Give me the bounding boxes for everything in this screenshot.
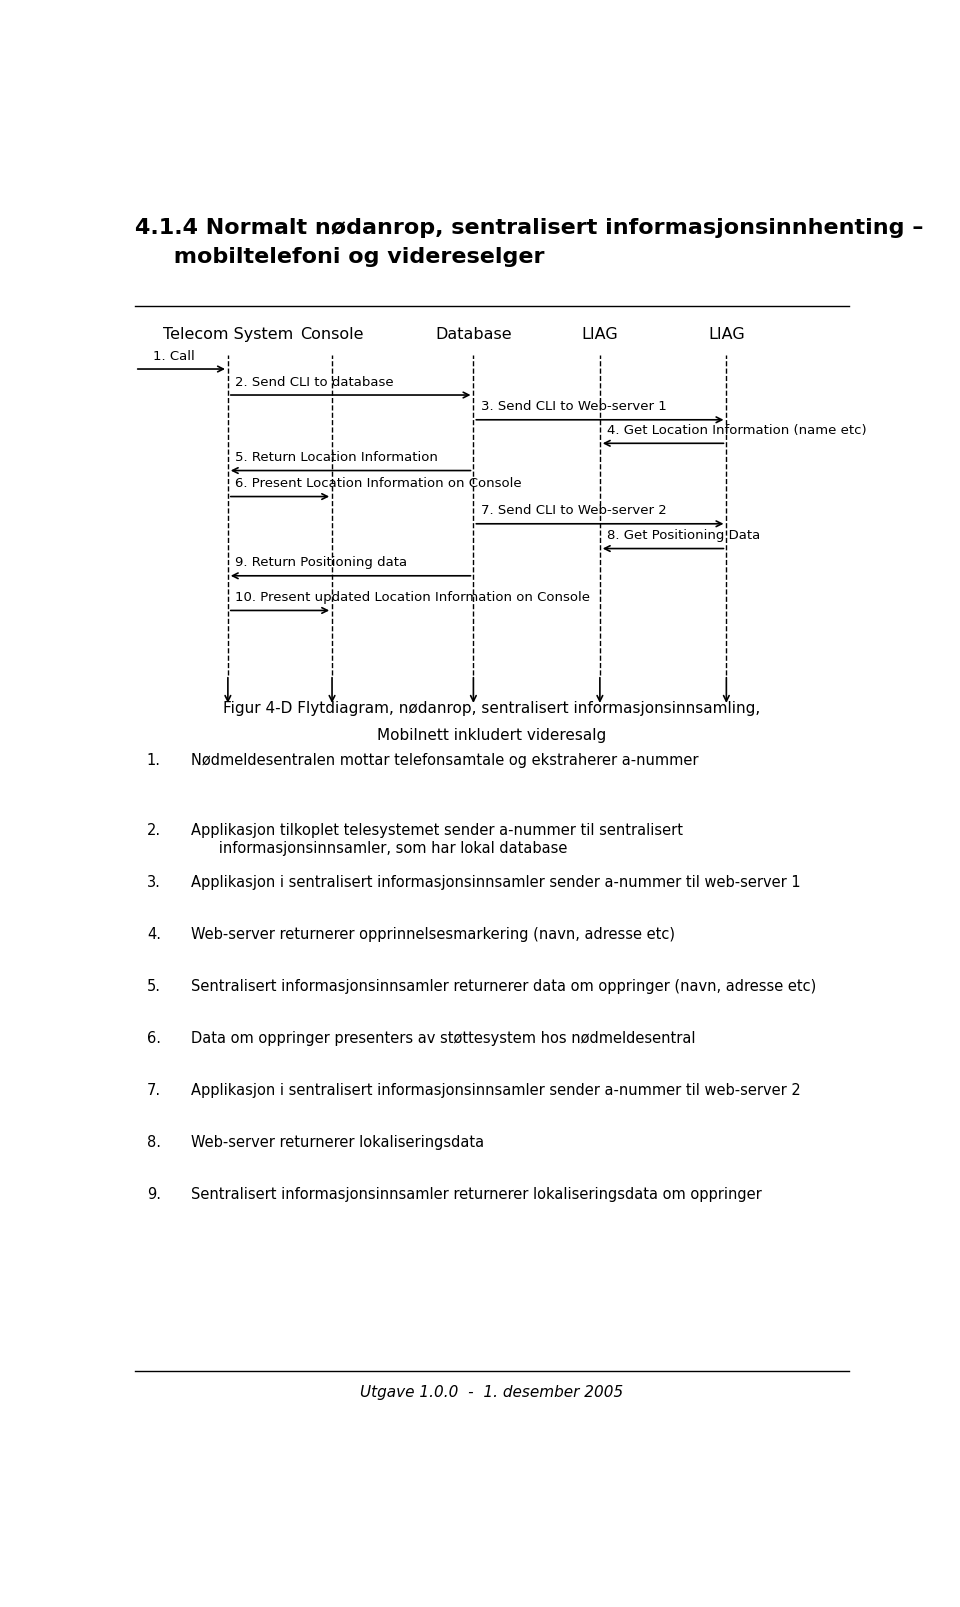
Text: Mobilnett inkludert videresalg: Mobilnett inkludert videresalg [377, 728, 607, 742]
Text: 6.: 6. [147, 1030, 161, 1046]
Text: Sentralisert informasjonsinnsamler returnerer lokaliseringsdata om oppringer: Sentralisert informasjonsinnsamler retur… [191, 1186, 761, 1202]
Text: 9. Return Positioning data: 9. Return Positioning data [235, 556, 407, 569]
Text: LIAG: LIAG [708, 326, 745, 341]
Text: 3. Send CLI to Web-server 1: 3. Send CLI to Web-server 1 [481, 400, 666, 413]
Text: 10. Present updated Location Information on Console: 10. Present updated Location Information… [235, 591, 590, 604]
Text: 6. Present Location Information on Console: 6. Present Location Information on Conso… [235, 477, 522, 490]
Text: 1.: 1. [147, 752, 161, 767]
Text: Web-server returnerer opprinnelsesmarkering (navn, adresse etc): Web-server returnerer opprinnelsesmarker… [191, 927, 675, 942]
Text: 4. Get Location Information (name etc): 4. Get Location Information (name etc) [608, 424, 867, 437]
Text: 2. Send CLI to database: 2. Send CLI to database [235, 376, 394, 389]
Text: LIAG: LIAG [582, 326, 618, 341]
Text: mobiltelefoni og videreselger: mobiltelefoni og videreselger [134, 247, 544, 267]
Text: 5.: 5. [147, 979, 161, 993]
Text: Utgave 1.0.0  -  1. desember 2005: Utgave 1.0.0 - 1. desember 2005 [360, 1384, 624, 1400]
Text: 7.: 7. [147, 1083, 161, 1098]
Text: Applikasjon i sentralisert informasjonsinnsamler sender a-nummer til web-server : Applikasjon i sentralisert informasjonsi… [191, 1083, 801, 1098]
Text: 5. Return Location Information: 5. Return Location Information [235, 452, 438, 464]
Text: 3.: 3. [147, 874, 161, 890]
Text: Data om oppringer presenters av støttesystem hos nødmeldesentral: Data om oppringer presenters av støttesy… [191, 1030, 695, 1046]
Text: Figur 4-D Flytdiagram, nødanrop, sentralisert informasjonsinnsamling,: Figur 4-D Flytdiagram, nødanrop, sentral… [224, 701, 760, 715]
Text: Applikasjon tilkoplet telesystemet sender a-nummer til sentralisert
      inform: Applikasjon tilkoplet telesystemet sende… [191, 823, 683, 855]
Text: Applikasjon i sentralisert informasjonsinnsamler sender a-nummer til web-server : Applikasjon i sentralisert informasjonsi… [191, 874, 801, 890]
Text: Web-server returnerer lokaliseringsdata: Web-server returnerer lokaliseringsdata [191, 1135, 484, 1149]
Text: Database: Database [435, 326, 512, 341]
Text: Sentralisert informasjonsinnsamler returnerer data om oppringer (navn, adresse e: Sentralisert informasjonsinnsamler retur… [191, 979, 816, 993]
Text: 2.: 2. [147, 823, 161, 837]
Text: 4.1.4 Normalt nødanrop, sentralisert informasjonsinnhenting –: 4.1.4 Normalt nødanrop, sentralisert inf… [134, 217, 924, 238]
Text: 8. Get Positioning Data: 8. Get Positioning Data [608, 529, 760, 542]
Text: Console: Console [300, 326, 364, 341]
Text: Nødmeldesentralen mottar telefonsamtale og ekstraherer a-nummer: Nødmeldesentralen mottar telefonsamtale … [191, 752, 698, 767]
Text: 9.: 9. [147, 1186, 161, 1202]
Text: Telecom System: Telecom System [163, 326, 293, 341]
Text: 4.: 4. [147, 927, 161, 942]
Text: 8.: 8. [147, 1135, 161, 1149]
Text: 7. Send CLI to Web-server 2: 7. Send CLI to Web-server 2 [481, 505, 666, 517]
Text: 1. Call: 1. Call [154, 349, 195, 362]
